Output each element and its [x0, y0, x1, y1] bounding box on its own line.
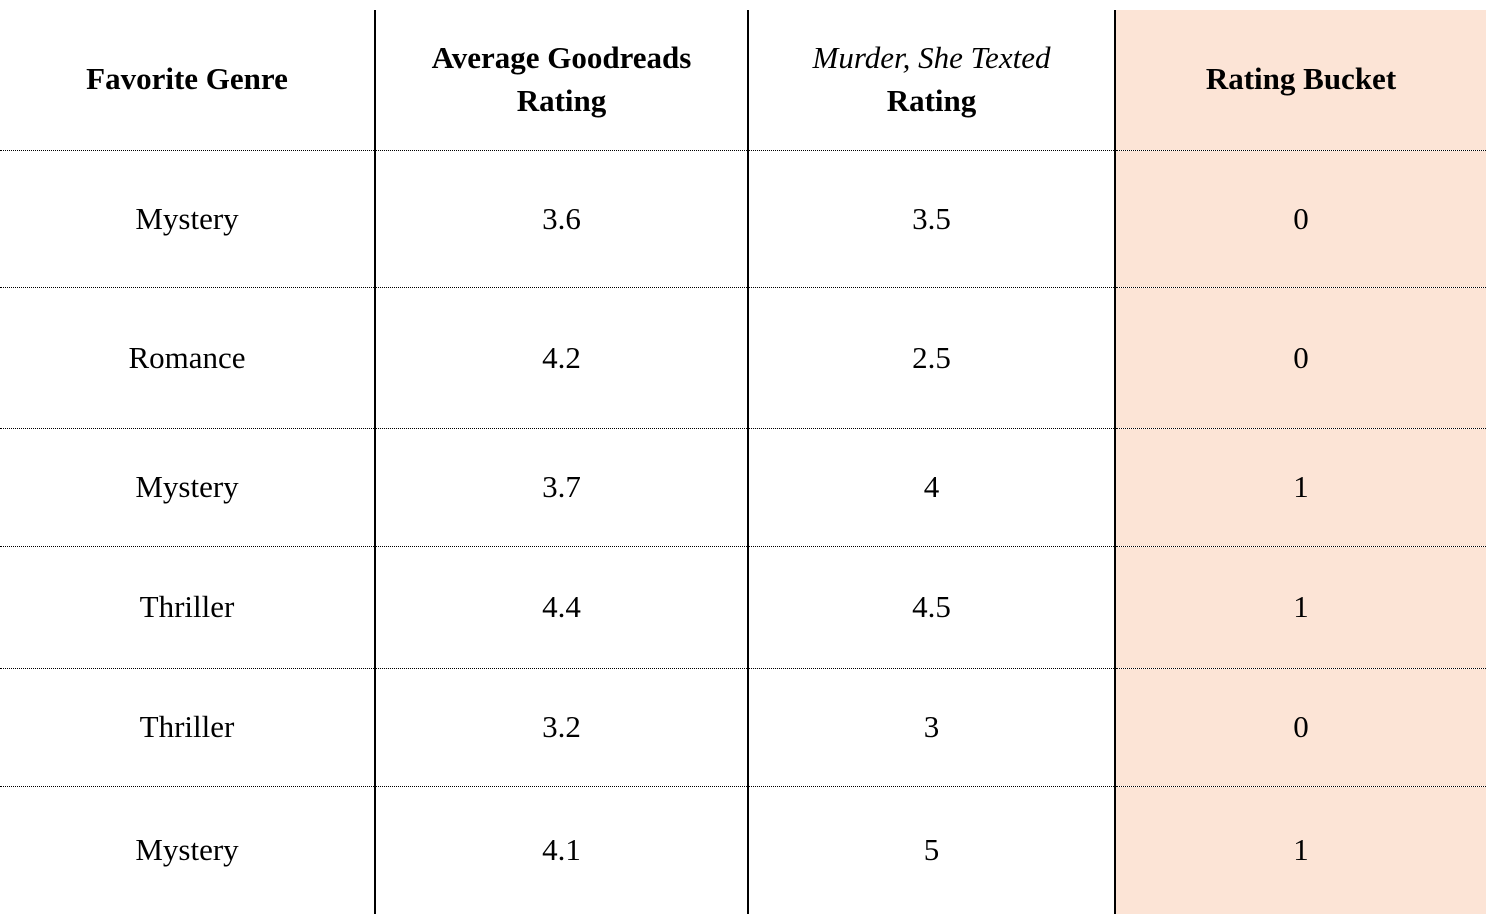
cell-mst-rating: 2.5 [748, 286, 1116, 428]
ratings-table: Favorite Genre Average Goodreads Rating … [0, 10, 1486, 914]
cell-avg-goodreads-rating: 4.4 [375, 545, 749, 668]
book-title-text: Murder, She Texted [812, 39, 1051, 75]
column-header-average-goodreads-rating: Average Goodreads Rating [375, 10, 749, 150]
rating-label-text: Rating [886, 82, 977, 118]
cell-mst-rating: 5 [748, 785, 1116, 914]
cell-genre: Mystery [0, 149, 376, 287]
cell-avg-goodreads-rating: 4.1 [375, 785, 749, 914]
column-header-favorite-genre: Favorite Genre [0, 10, 376, 150]
cell-mst-rating: 3 [748, 667, 1116, 786]
cell-mst-rating: 3.5 [748, 149, 1116, 287]
cell-mst-rating: 4 [748, 427, 1116, 546]
header-row: Favorite Genre Average Goodreads Rating … [0, 10, 1486, 150]
cell-rating-bucket: 0 [1115, 149, 1486, 287]
cell-avg-goodreads-rating: 3.7 [375, 427, 749, 546]
column-header-rating-bucket: Rating Bucket [1115, 10, 1486, 150]
cell-genre: Thriller [0, 667, 376, 786]
cell-rating-bucket: 0 [1115, 667, 1486, 786]
cell-rating-bucket: 1 [1115, 427, 1486, 546]
cell-genre: Mystery [0, 427, 376, 546]
cell-avg-goodreads-rating: 3.6 [375, 149, 749, 287]
cell-rating-bucket: 0 [1115, 286, 1486, 428]
cell-genre: Thriller [0, 545, 376, 668]
cell-rating-bucket: 1 [1115, 545, 1486, 668]
column-header-murder-she-texted-rating: Murder, She Texted Rating [748, 10, 1116, 150]
cell-rating-bucket: 1 [1115, 785, 1486, 914]
table-row: Mystery 3.7 4 1 [0, 427, 1486, 546]
table-row: Mystery 4.1 5 1 [0, 785, 1486, 914]
cell-avg-goodreads-rating: 3.2 [375, 667, 749, 786]
table-row: Thriller 4.4 4.5 1 [0, 545, 1486, 668]
cell-genre: Romance [0, 286, 376, 428]
table-row: Romance 4.2 2.5 0 [0, 286, 1486, 428]
table-row: Thriller 3.2 3 0 [0, 667, 1486, 786]
ratings-table-container: Favorite Genre Average Goodreads Rating … [0, 10, 1486, 914]
table-row: Mystery 3.6 3.5 0 [0, 149, 1486, 287]
cell-mst-rating: 4.5 [748, 545, 1116, 668]
cell-genre: Mystery [0, 785, 376, 914]
cell-avg-goodreads-rating: 4.2 [375, 286, 749, 428]
